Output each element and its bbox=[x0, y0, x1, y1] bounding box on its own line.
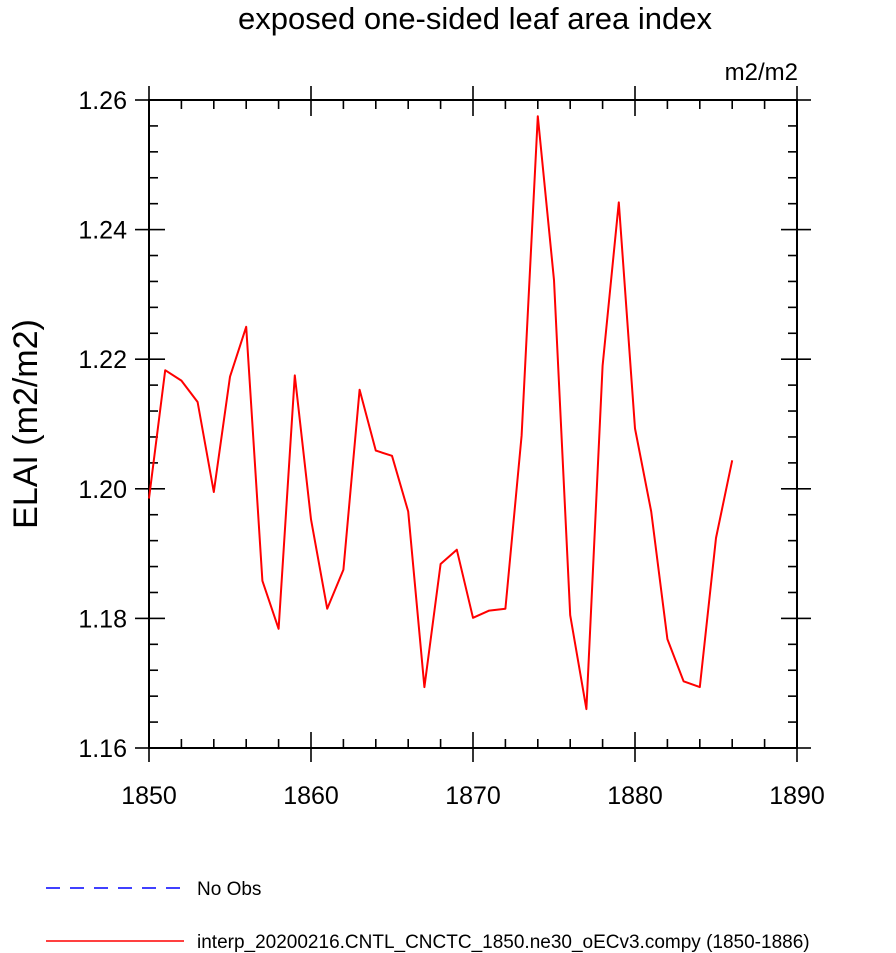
plot-frame bbox=[148, 99, 798, 749]
y-tick-label: 1.20 bbox=[78, 476, 127, 504]
x-tick-label: 1880 bbox=[607, 782, 663, 810]
series-line bbox=[148, 115, 734, 711]
units-label: m2/m2 bbox=[725, 59, 798, 86]
plot-border bbox=[148, 99, 798, 749]
y-tick-label: 1.18 bbox=[78, 605, 127, 633]
y-tick-label: 1.16 bbox=[78, 735, 127, 763]
y-tick-label: 1.26 bbox=[78, 87, 127, 115]
y-axis-label: ELAI (m2/m2) bbox=[7, 319, 45, 529]
series-layer bbox=[148, 115, 734, 711]
axis-ticks bbox=[135, 86, 811, 762]
legend: No Obs interp_20200216.CNTL_CNCTC_1850.ne… bbox=[46, 879, 810, 953]
chart-title: exposed one-sided leaf area index bbox=[238, 1, 712, 36]
x-tick-label: 1870 bbox=[445, 782, 501, 810]
y-tick-label: 1.24 bbox=[78, 217, 127, 245]
x-tick-label: 1890 bbox=[769, 782, 825, 810]
x-tick-label: 1850 bbox=[121, 782, 177, 810]
y-tick-label: 1.22 bbox=[78, 346, 127, 374]
legend-label: No Obs bbox=[197, 879, 261, 900]
axis-tick-labels: 1.16 1.18 1.20 1.22 1.24 1.26 1850 1860 1870 1880… bbox=[78, 87, 824, 810]
legend-label: interp_20200216.CNTL_CNCTC_1850.ne30_oEC… bbox=[197, 932, 810, 953]
x-tick-label: 1860 bbox=[283, 782, 339, 810]
